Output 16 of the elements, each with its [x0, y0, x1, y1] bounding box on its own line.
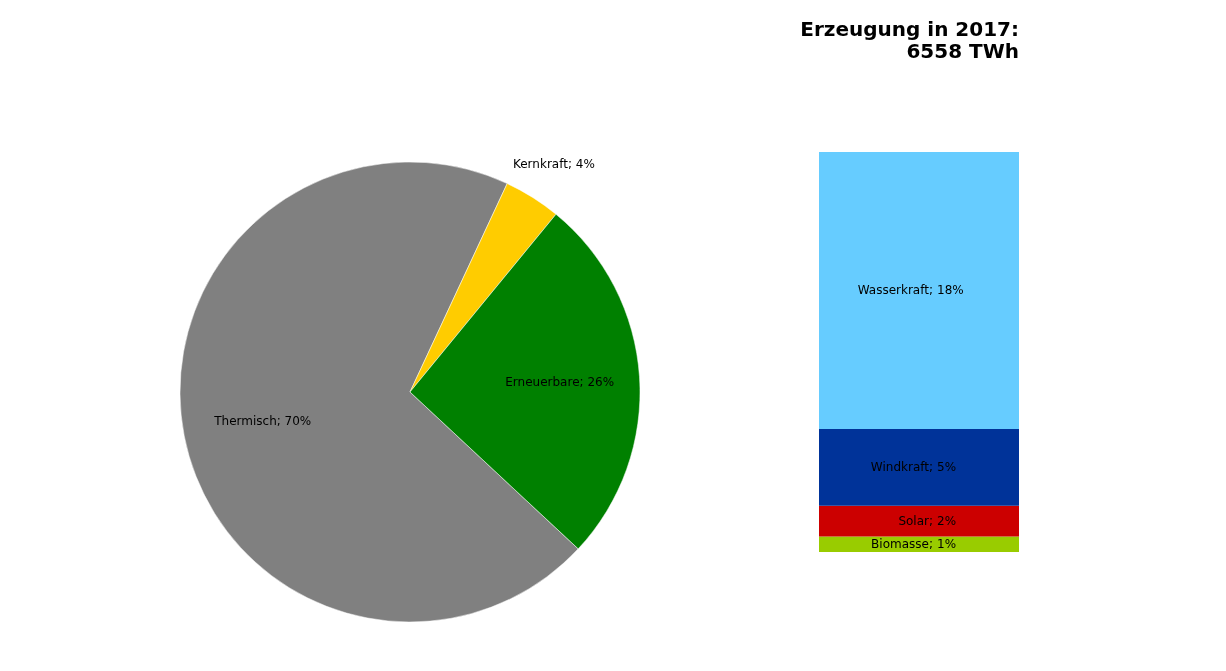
text: Erzeugung in 2017:	[800, 17, 1019, 41]
slice-label: Erneuerbare; 26%	[505, 375, 615, 390]
series-label: Windkraft;	[870, 460, 933, 475]
series-label: Solar;	[898, 514, 933, 529]
data-label: 5%	[937, 460, 957, 475]
slice-label: Kernkraft; 4%	[512, 156, 595, 171]
bar	[819, 152, 1019, 429]
bar	[819, 505, 1019, 537]
data-label: 18%	[937, 283, 964, 298]
series-label: Biomasse;	[871, 537, 933, 552]
data-label: 2%	[937, 514, 957, 529]
slice-label: Thermisch; 70%	[213, 413, 312, 428]
text: 6558 TWh	[906, 39, 1019, 63]
bar	[819, 428, 1019, 506]
series-label: Wasserkraft;	[857, 283, 933, 298]
data-label: 1%	[937, 537, 957, 552]
